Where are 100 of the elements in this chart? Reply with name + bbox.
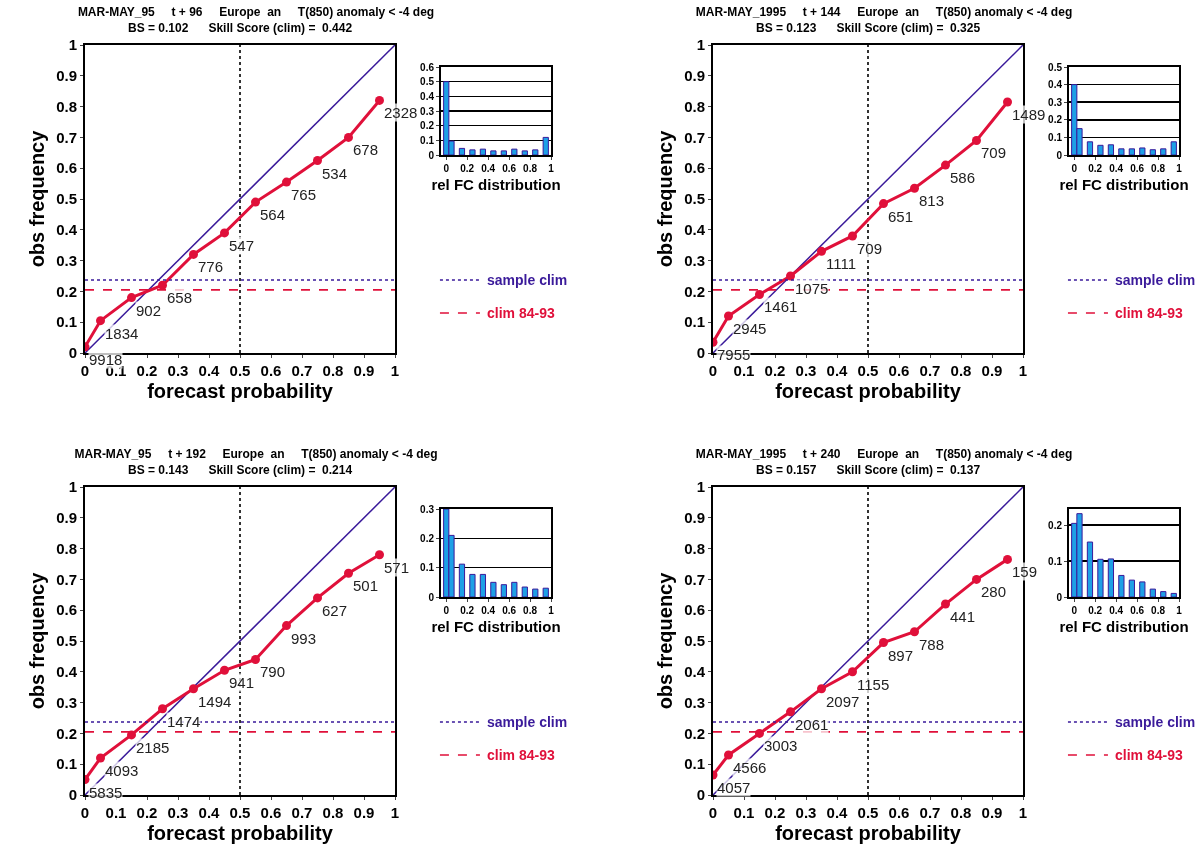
ref-line-label: sample clim (487, 272, 568, 288)
bar (542, 587, 549, 597)
x-tick-label: 0.2 (1088, 605, 1103, 616)
point (344, 568, 353, 578)
x-tick-label: 1 (390, 362, 400, 379)
point (941, 599, 950, 609)
y-tick-label: 0.5 (420, 76, 435, 88)
y-tick-label: 0 (1056, 591, 1063, 603)
annotation: 709 (857, 240, 883, 257)
y-tick-label: 0.5 (684, 632, 705, 650)
annotation: 627 (322, 602, 348, 619)
y-axis-title: obs frequency (26, 571, 49, 710)
annotation: 564 (260, 206, 286, 223)
point (282, 177, 291, 187)
annotation: 790 (260, 663, 286, 680)
point (158, 704, 167, 714)
x-tick-label: 0.4 (826, 362, 849, 379)
bar (458, 147, 466, 155)
x-tick-label: 0.6 (1130, 163, 1145, 174)
bar (1097, 558, 1104, 597)
bar (1160, 148, 1167, 155)
x-tick-label: 0.4 (481, 163, 496, 174)
annotation: 709 (981, 144, 1007, 161)
x-axis-title: forecast probability (775, 822, 962, 844)
annotation: 2945 (733, 320, 767, 337)
y-tick-label: 0.3 (684, 251, 705, 269)
x-tick-label: 0.4 (198, 362, 221, 379)
bar (532, 149, 539, 155)
x-tick-label: 0 (80, 362, 90, 379)
y-tick-label: 0.2 (1048, 114, 1063, 126)
ref-line-label: sample clim (1115, 714, 1196, 730)
y-tick-label: 0.8 (56, 539, 77, 557)
y-tick-label: 0.2 (684, 282, 705, 300)
bar (500, 150, 507, 155)
point (786, 271, 795, 281)
bar (1139, 147, 1146, 155)
x-axis-title: rel FC distribution (1059, 175, 1189, 193)
y-tick-label: 0.8 (684, 539, 705, 557)
chart-subtitle: BS = 0.102 Skill Score (clim) = 0.442 (128, 21, 353, 35)
annotation: 547 (229, 237, 255, 254)
x-tick-label: 0.5 (229, 804, 251, 821)
point (220, 665, 229, 675)
bar (1118, 574, 1125, 597)
bar (500, 584, 507, 597)
legend-label: clim 84-93 (1115, 747, 1183, 763)
y-tick-label: 0.9 (684, 509, 705, 527)
x-axis-title: rel FC distribution (431, 617, 561, 635)
ref-line-label: sample clim (1115, 272, 1196, 288)
y-tick-label: 0.7 (56, 570, 77, 588)
x-tick-label: 0.4 (198, 804, 221, 821)
y-tick-label: 0.5 (56, 190, 77, 208)
y-tick-label: 0.3 (56, 251, 77, 269)
x-tick-label: 0.9 (353, 804, 375, 821)
y-tick-label: 0.4 (420, 90, 435, 102)
bar (1086, 141, 1094, 155)
x-tick-label: 0 (708, 804, 718, 821)
y-tick-label: 0.1 (684, 313, 705, 331)
annotation: 1474 (167, 713, 201, 730)
y-tick-label: 0.1 (1048, 555, 1063, 567)
annotation: 1155 (857, 676, 890, 693)
y-tick-label: 0.8 (684, 97, 705, 115)
chart-title: MAR-MAY_95 t + 192 Europe an T(850) anomaly < -4 deg (74, 447, 438, 462)
y-tick-label: 0.2 (56, 724, 77, 742)
point (96, 316, 105, 326)
annotation: 1111 (826, 255, 857, 272)
x-tick-label: 0.6 (888, 362, 910, 379)
y-tick-label: 0.3 (1048, 96, 1063, 108)
point (755, 728, 764, 738)
bar (542, 136, 549, 155)
y-tick-label: 1 (696, 478, 705, 496)
annotation: 1461 (764, 298, 798, 315)
point (941, 160, 950, 170)
point (879, 638, 888, 648)
y-tick-label: 0.4 (56, 221, 78, 239)
y-tick-label: 0.5 (684, 190, 705, 208)
point (972, 135, 981, 145)
bar (1149, 149, 1156, 155)
x-tick-label: 0 (80, 804, 90, 821)
bar (511, 148, 518, 155)
bar (479, 573, 487, 597)
x-tick-label: 0.1 (105, 804, 127, 821)
y-tick-label: 0 (1056, 149, 1063, 161)
x-tick-label: 0.2 (460, 605, 475, 616)
x-tick-label: 0.8 (322, 804, 344, 821)
point (313, 593, 322, 603)
point (127, 293, 136, 303)
annotation: 678 (353, 141, 379, 158)
y-tick-label: 0.3 (684, 693, 705, 711)
x-tick-label: 0.2 (764, 362, 786, 379)
annotation: 2097 (826, 693, 860, 710)
x-tick-label: 0.3 (167, 804, 189, 821)
chart-title: MAR-MAY_1995 t + 144 Europe an T(850) anomaly < -4 deg (695, 5, 1073, 20)
x-tick-label: 0.5 (857, 804, 879, 821)
x-tick-label: 0.8 (523, 605, 538, 616)
chart-title: MAR-MAY_1995 t + 240 Europe an T(850) anomaly < -4 deg (695, 447, 1073, 462)
x-axis-title: rel FC distribution (431, 175, 561, 193)
point (755, 289, 764, 299)
x-axis-title: forecast probability (775, 380, 962, 402)
x-axis-title: forecast probability (147, 822, 334, 844)
point (879, 199, 888, 209)
